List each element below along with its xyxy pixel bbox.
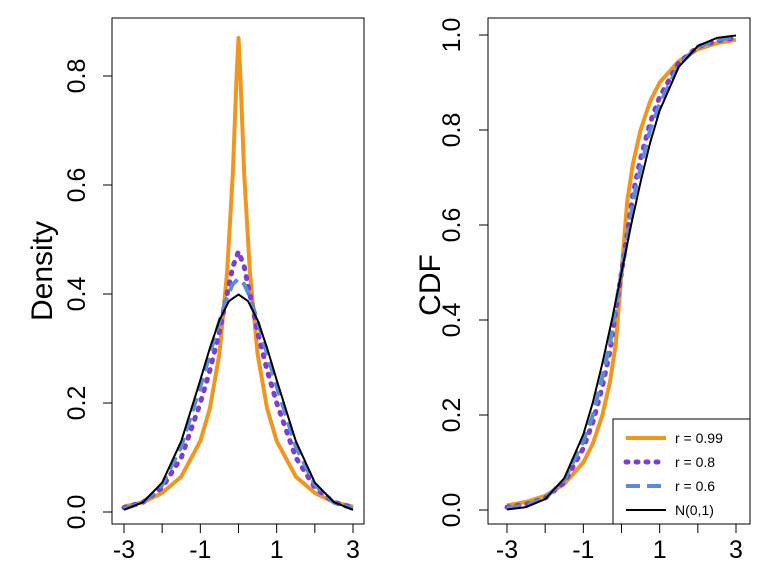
y-tick-label-left-1: 0.2 bbox=[63, 386, 91, 421]
plot-frame-left bbox=[111, 17, 365, 525]
y-tick-label-right-0: 0.0 bbox=[438, 493, 466, 528]
legend-label-0: r = 0.99 bbox=[675, 430, 723, 446]
y-tick-label-right-2: 0.4 bbox=[438, 303, 466, 338]
y-tick-label-right-3: 0.6 bbox=[438, 208, 466, 243]
x-tick-label-left-6: 3 bbox=[346, 536, 360, 564]
x-tick-label-left-0: -3 bbox=[113, 536, 135, 564]
y-axis-title-left: Density bbox=[26, 221, 59, 321]
legend-label-1: r = 0.8 bbox=[675, 454, 715, 470]
series-line-left-0 bbox=[123, 35, 354, 509]
x-tick-label-right-4: 1 bbox=[653, 536, 667, 564]
y-tick-label-right-4: 0.8 bbox=[438, 113, 466, 148]
series-line-left-1 bbox=[121, 249, 356, 511]
y-tick-label-right-5: 1.0 bbox=[438, 18, 466, 53]
y-tick-label-right-1: 0.2 bbox=[438, 398, 466, 433]
y-tick-label-left-3: 0.6 bbox=[63, 168, 91, 203]
x-tick-label-right-2: -1 bbox=[572, 536, 594, 564]
y-tick-label-left-0: 0.0 bbox=[63, 495, 91, 530]
y-axis-title-right: CDF bbox=[414, 254, 447, 316]
x-tick-label-right-6: 3 bbox=[729, 536, 743, 564]
series-line-left-3 bbox=[123, 293, 354, 511]
x-tick-label-left-4: 1 bbox=[270, 536, 284, 564]
legend-label-3: N(0,1) bbox=[675, 502, 714, 518]
y-tick-label-left-4: 0.8 bbox=[63, 59, 91, 94]
legend-label-2: r = 0.6 bbox=[675, 478, 715, 494]
x-tick-label-right-0: -3 bbox=[496, 536, 518, 564]
series-line-right-3 bbox=[506, 34, 737, 511]
y-tick-label-left-2: 0.4 bbox=[63, 277, 91, 312]
x-tick-label-left-2: -1 bbox=[189, 536, 211, 564]
series-line-left-2 bbox=[123, 276, 354, 511]
